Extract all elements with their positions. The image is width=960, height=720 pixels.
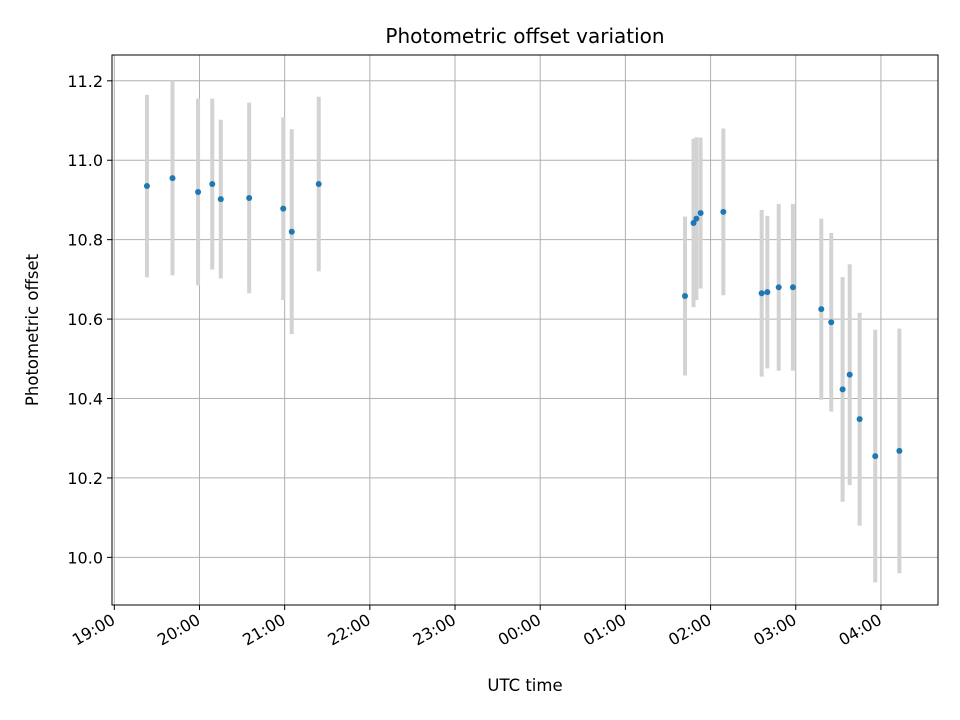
data-point bbox=[846, 371, 853, 378]
y-tick-label: 10.2 bbox=[67, 469, 103, 488]
data-point bbox=[246, 194, 253, 201]
data-point bbox=[682, 293, 689, 300]
data-point bbox=[288, 228, 295, 235]
data-point bbox=[839, 386, 846, 393]
data-point bbox=[872, 453, 879, 460]
y-tick-label: 10.8 bbox=[67, 231, 103, 250]
data-points bbox=[143, 175, 903, 460]
y-tick-label: 11.0 bbox=[67, 151, 103, 170]
y-tick-label: 10.4 bbox=[67, 390, 103, 409]
data-point bbox=[217, 196, 224, 203]
grid-lines bbox=[112, 55, 938, 605]
y-axis-ticks: 10.0 10.2 10.4 10.6 10.8 11.0 11.2 bbox=[67, 72, 112, 567]
y-tick-label: 11.2 bbox=[67, 72, 103, 91]
data-point bbox=[818, 306, 825, 313]
data-point bbox=[720, 208, 727, 215]
chart-title: Photometric offset variation bbox=[385, 24, 664, 48]
data-point bbox=[775, 284, 782, 291]
data-point bbox=[789, 284, 796, 291]
y-tick-label: 10.6 bbox=[67, 310, 103, 329]
y-tick-label: 10.0 bbox=[67, 548, 103, 567]
data-point bbox=[195, 189, 202, 196]
plot-frame bbox=[111, 54, 939, 606]
data-point bbox=[697, 210, 704, 217]
data-point bbox=[856, 416, 863, 423]
y-axis-label: Photometric offset bbox=[23, 253, 42, 406]
data-point bbox=[693, 215, 700, 222]
data-point bbox=[758, 290, 765, 297]
data-point bbox=[828, 319, 835, 326]
data-point bbox=[764, 289, 771, 296]
data-point bbox=[896, 447, 903, 454]
data-point bbox=[280, 205, 287, 212]
data-point bbox=[169, 175, 176, 182]
data-point bbox=[209, 181, 216, 188]
data-point bbox=[315, 181, 322, 188]
data-point bbox=[143, 183, 150, 190]
x-axis-label: UTC time bbox=[487, 676, 562, 695]
data-point bbox=[690, 219, 697, 226]
